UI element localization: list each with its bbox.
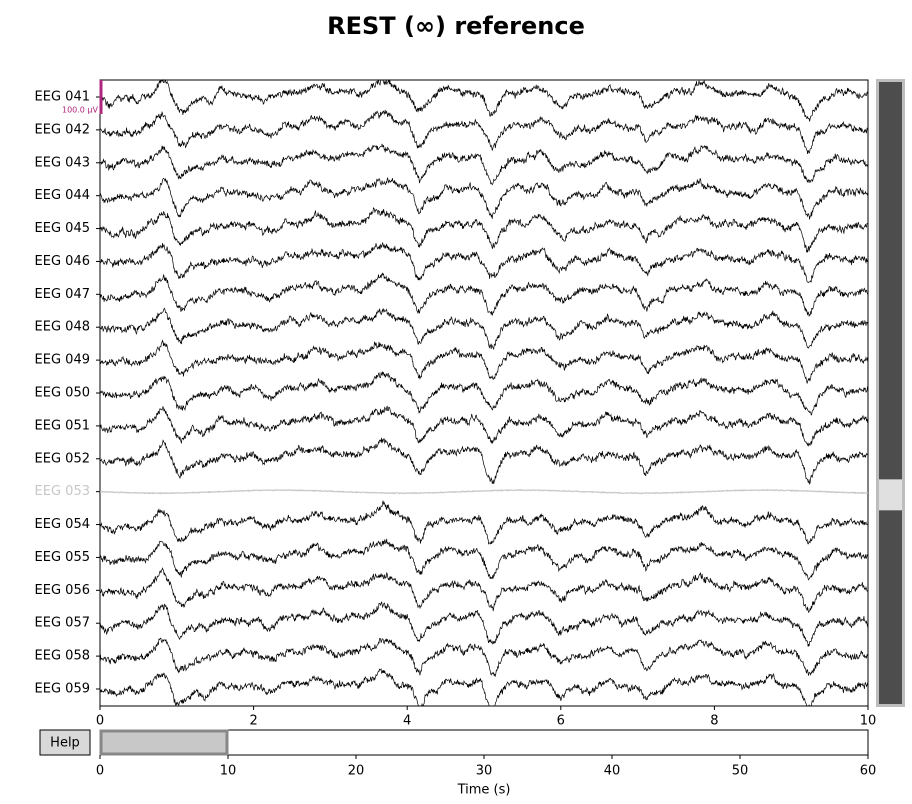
eeg-trace — [99, 601, 869, 647]
eeg-trace — [100, 667, 869, 707]
channel-scrollbar[interactable] — [879, 82, 902, 704]
x-tick-label: 8 — [710, 714, 718, 729]
eeg-trace — [99, 143, 869, 186]
help-button[interactable] — [39, 729, 91, 756]
eeg-trace — [99, 371, 869, 416]
channel-label[interactable]: EEG 048 — [35, 320, 90, 335]
channel-label[interactable]: EEG 057 — [35, 616, 90, 631]
channel-label[interactable]: EEG 052 — [35, 451, 90, 466]
channel-label[interactable]: EEG 043 — [35, 155, 90, 170]
scale-label: 100.0 µV — [62, 106, 99, 115]
channel-label[interactable]: EEG 053 — [35, 484, 90, 499]
eeg-trace — [99, 339, 869, 384]
channel-label[interactable]: EEG 046 — [35, 254, 90, 269]
channel-label[interactable]: EEG 054 — [35, 517, 90, 532]
eeg-trace — [99, 307, 869, 350]
eeg-trace — [99, 437, 869, 485]
channel-label[interactable]: EEG 055 — [35, 550, 90, 565]
traces — [99, 78, 869, 707]
overview-tick-label: 40 — [604, 764, 621, 779]
eeg-trace — [100, 109, 869, 155]
channel-label[interactable]: EEG 050 — [35, 386, 90, 401]
eeg-trace — [99, 405, 869, 447]
channel-label[interactable]: EEG 041 — [35, 90, 90, 105]
eeg-trace — [99, 78, 869, 122]
eeg-trace — [99, 637, 869, 678]
x-tick-label: 4 — [403, 714, 411, 729]
eeg-trace — [99, 488, 869, 495]
eeg-trace — [99, 241, 869, 283]
channel-label[interactable]: EEG 045 — [35, 221, 90, 236]
channel-label[interactable]: EEG 051 — [35, 418, 90, 433]
overview-tick-label: 60 — [860, 764, 877, 779]
eeg-trace — [99, 500, 869, 545]
x-tick-label: 10 — [860, 714, 877, 729]
channel-label[interactable]: EEG 044 — [35, 188, 90, 203]
time-window[interactable] — [99, 729, 229, 756]
overview-tick-label: 50 — [732, 764, 749, 779]
x-tick-label: 6 — [557, 714, 565, 729]
overview-tick-label: 0 — [96, 764, 104, 779]
eeg-trace — [99, 538, 869, 581]
channel-label[interactable]: EEG 042 — [35, 122, 90, 137]
plot-frame — [99, 79, 869, 707]
eeg-trace — [99, 207, 869, 253]
channel-label[interactable]: EEG 056 — [35, 583, 90, 598]
channel-label[interactable]: EEG 059 — [35, 682, 90, 697]
channel-label[interactable]: EEG 049 — [35, 353, 90, 368]
title: REST (∞) reference — [327, 12, 585, 40]
x-axis-label: Time (s) — [457, 783, 511, 798]
channel-label[interactable]: EEG 058 — [35, 649, 90, 664]
x-tick-label: 2 — [249, 714, 257, 729]
bad-channel-marker[interactable] — [879, 479, 902, 511]
help-label[interactable]: Help — [50, 736, 80, 751]
overview-tick-label: 10 — [220, 764, 237, 779]
eeg-trace — [99, 567, 869, 614]
overview-tick-label: 20 — [348, 764, 365, 779]
eeg-trace — [99, 176, 869, 220]
x-tick-label: 0 — [96, 714, 104, 729]
overview-tick-label: 30 — [476, 764, 493, 779]
eeg-trace — [99, 272, 869, 317]
channel-label[interactable]: EEG 047 — [35, 287, 90, 302]
